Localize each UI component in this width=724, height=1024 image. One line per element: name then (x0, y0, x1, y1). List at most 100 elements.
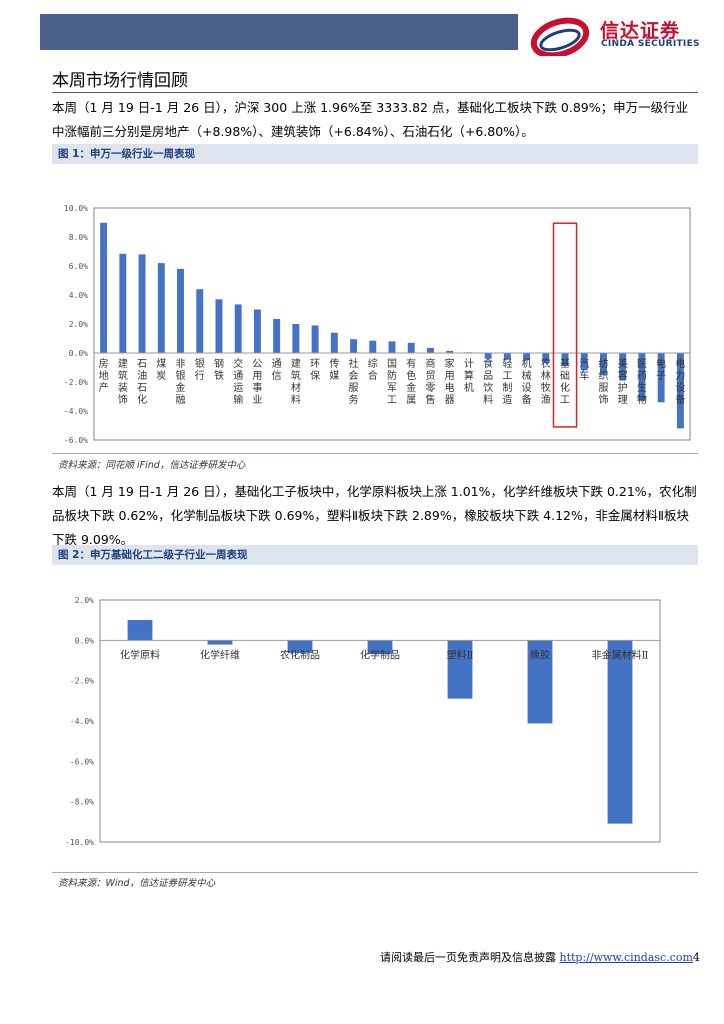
bar-钢铁 (215, 299, 223, 353)
x-tick-label: 物 (637, 393, 647, 406)
bar-通信 (273, 318, 281, 353)
bar-传媒 (330, 332, 338, 353)
x-tick-label: 属 (406, 394, 416, 406)
paragraph-subsector-review: 本周（1 月 19 日-1 月 26 日），基础化工子板块中，化学原料板块上涨 … (52, 484, 697, 547)
y-tick-label: -6.0% (64, 436, 88, 445)
bar-房地产 (100, 222, 108, 353)
x-tick-label: 林 (541, 369, 551, 382)
figure2-source: 资料来源：Wind，信达证券研发中心 (58, 878, 216, 889)
x-tick-label: 煤 (156, 357, 166, 370)
x-tick-label: 军 (387, 382, 397, 394)
x-tick-label: 塑料Ⅱ (447, 648, 474, 661)
bar-公用事业 (253, 309, 261, 353)
y-tick-label: 4.0% (69, 291, 88, 300)
y-tick-label: -10.0% (65, 838, 94, 847)
cinda-logo (530, 17, 590, 56)
x-tick-label: 建 (291, 357, 301, 370)
x-tick-label: 机 (522, 357, 532, 370)
bar-机械设备 (523, 353, 531, 361)
x-tick-label: 农化制品 (280, 648, 320, 661)
y-tick-label: 0.0% (75, 636, 94, 645)
x-tick-label: 非 (176, 358, 186, 370)
x-tick-label: 事 (252, 381, 262, 394)
x-tick-label: 通 (272, 358, 282, 370)
x-tick-label: 备 (522, 393, 532, 406)
bar-轻工制造 (503, 353, 511, 360)
x-tick-label: 料 (291, 393, 301, 406)
bar-建筑装饰 (119, 253, 127, 353)
x-tick-label: 料 (483, 393, 493, 406)
y-tick-label: 6.0% (69, 262, 88, 271)
x-tick-label: 农 (541, 357, 551, 370)
bar-医药生物 (638, 353, 646, 401)
y-tick-label: -8.0% (70, 798, 94, 807)
x-tick-label: 国 (387, 358, 397, 370)
x-tick-label: 通 (233, 370, 243, 382)
x-tick-label: 织 (598, 370, 608, 382)
logo-name-en: CINDA SECURITIES (601, 39, 700, 49)
bar-非银金融 (177, 268, 184, 353)
highlight-box-basic-chemicals (552, 222, 578, 428)
y-tick-label: 2.0% (69, 320, 88, 329)
x-tick-label: 筑 (291, 369, 301, 382)
bar-农林牧渔 (542, 353, 550, 364)
x-tick-label: 业 (252, 394, 262, 406)
x-tick-label: 用 (252, 371, 262, 382)
x-tick-label: 基 (560, 357, 570, 370)
x-tick-label: 公 (252, 359, 262, 370)
x-tick-label: 饰 (118, 393, 128, 406)
x-tick-label: 防 (387, 369, 397, 382)
x-tick-label: 家 (445, 357, 455, 370)
x-tick-label: 牧 (541, 381, 551, 394)
x-tick-label: 医 (637, 358, 647, 370)
x-tick-label: 力 (675, 369, 685, 382)
chart-chemical-subsector-weekly: 2.0% 0.0% -2.0% -4.0% -6.0% -8.0% -10.0% 化学原料 化学… (65, 596, 661, 847)
x-tick-label: 化 (560, 381, 570, 394)
x-tick-label: 美 (618, 357, 628, 370)
y-tick-label: -6.0% (70, 757, 94, 766)
x-tick-label: 色 (406, 369, 416, 382)
bar-有色金属 (407, 342, 415, 353)
x-tick-label: 饰 (598, 393, 608, 406)
x-tick-label: 设 (675, 382, 685, 394)
x-tick-label: 金 (176, 381, 186, 394)
x-tick-label: 产 (99, 381, 109, 394)
bar-银行 (196, 289, 204, 353)
page-number: 4 (692, 951, 700, 964)
x-tick-label: 非金属材料Ⅱ (592, 648, 649, 661)
x-tick-label: 工 (560, 395, 570, 406)
x-tick-label: 炭 (156, 370, 166, 382)
x-tick-label: 商 (425, 357, 435, 370)
x-tick-label: 零 (425, 382, 435, 394)
bar-家用电器 (446, 350, 454, 353)
y-tick-label: -2.0% (64, 378, 88, 387)
x-tick-label: 地 (99, 369, 109, 382)
x-tick-label: 钢 (214, 357, 224, 370)
paragraph-market-review: 本周（1 月 19 日-1 月 26 日），沪深 300 上涨 1.96%至 3… (52, 100, 689, 139)
x-tick-label: 有 (406, 357, 416, 370)
bar-电力设备 (676, 353, 684, 429)
x-tick-label: 贸 (425, 370, 435, 382)
header-band (40, 14, 518, 50)
x-tick-label: 保 (310, 369, 320, 382)
x-tick-label: 理 (618, 394, 628, 406)
footer-disclaimer: 请阅读最后一页免责声明及信息披露 (380, 951, 560, 964)
x-tick-label: 媒 (329, 370, 339, 382)
y-tick-label: 8.0% (69, 233, 88, 242)
x-tick-label: 子 (656, 370, 666, 382)
y-tick-label: 2.0% (75, 596, 94, 605)
bar-国防军工 (388, 341, 396, 353)
y-tick-label: 0.0% (69, 349, 88, 358)
bar-建筑材料 (292, 324, 300, 353)
x-tick-label: 社 (349, 357, 359, 370)
x-tick-label: 设 (522, 382, 532, 394)
x-tick-label: 橡胶 (530, 648, 550, 661)
x-tick-label: 品 (483, 370, 493, 382)
x-tick-label: 油 (137, 369, 147, 382)
x-tick-label: 石 (137, 383, 147, 394)
footer-website-link[interactable]: http://www.cindasc.com (559, 951, 693, 964)
bar-煤炭 (157, 263, 165, 353)
x-tick-label: 务 (349, 393, 359, 406)
figure1-source: 资料来源：同花顺 iFind，信达证券研发中心 (58, 460, 246, 471)
x-tick-label: 融 (176, 394, 186, 406)
